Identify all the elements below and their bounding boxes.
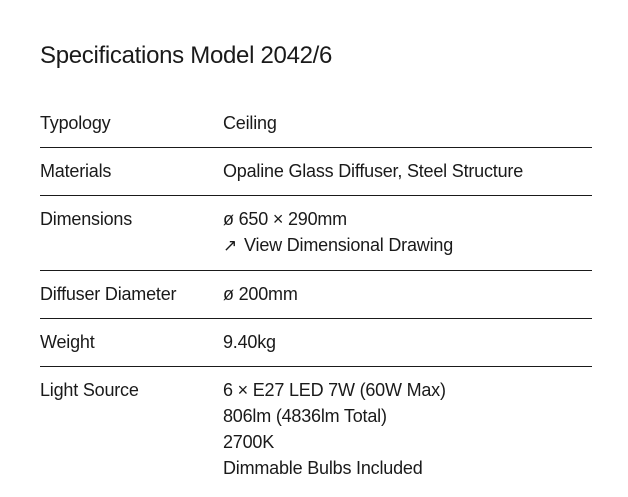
spec-value: ø 200mm [223,281,592,307]
spec-row-typology: Typology Ceiling [40,100,592,148]
spec-value-line: Ceiling [223,113,277,133]
spec-value-line: ø 650 × 290mm [223,209,347,229]
spec-value: 6 × E27 LED 7W (60W Max) 806lm (4836lm T… [223,377,592,481]
spec-label: Light Source [40,380,139,400]
spec-label: Dimensions [40,209,133,229]
spec-row-dimensions: Dimensions ø 650 × 290mm ↗ View Dimensio… [40,196,592,271]
view-dimensional-drawing-link[interactable]: ↗ View Dimensional Drawing [223,232,453,259]
spec-label: Weight [40,332,95,352]
spec-row-weight: Weight 9.40kg [40,319,592,367]
spec-value-line: 6 × E27 LED 7W (60W Max) [223,380,446,400]
view-dimensional-drawing-label: View Dimensional Drawing [244,235,454,255]
spec-value-line: ø 200mm [223,284,298,304]
page-title: Specifications Model 2042/6 [40,42,333,69]
spec-value-line: Opaline Glass Diffuser, Steel Structure [223,161,524,181]
specifications-panel: Specifications Model 2042/6 Typology Cei… [0,42,628,492]
spec-value-line: 9.40kg [223,332,276,352]
spec-label: Typology [40,113,111,133]
spec-value-line: 806lm (4836lm Total) [223,406,387,426]
spec-value: Opaline Glass Diffuser, Steel Structure [223,158,592,184]
spec-value: ø 650 × 290mm ↗ View Dimensional Drawing [223,206,592,259]
spec-value-line: Dimmable Bulbs Included [223,458,423,478]
spec-label: Materials [40,161,112,181]
spec-value: 9.40kg [223,329,592,355]
spec-value-line: 2700K [223,432,275,452]
arrow-up-right-icon: ↗ [223,236,238,255]
spec-value: Ceiling [223,110,592,136]
spec-row-materials: Materials Opaline Glass Diffuser, Steel … [40,148,592,196]
spec-row-diffuser-diameter: Diffuser Diameter ø 200mm [40,271,592,319]
spec-row-light-source: Light Source 6 × E27 LED 7W (60W Max) 80… [40,367,592,492]
spec-table: Typology Ceiling Materials Opaline Glass… [40,100,592,492]
spec-label: Diffuser Diameter [40,284,177,304]
